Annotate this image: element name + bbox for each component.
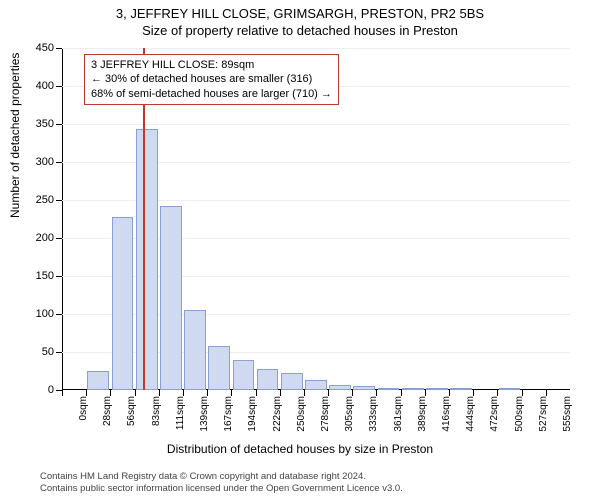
x-tick-label: 0sqm xyxy=(78,396,89,420)
x-tick xyxy=(159,390,160,396)
histogram-bar xyxy=(402,388,424,390)
x-axis-label: Distribution of detached houses by size … xyxy=(0,442,600,456)
y-tick-label: 100 xyxy=(36,308,62,320)
x-tick-label: 389sqm xyxy=(417,396,428,432)
x-tick xyxy=(86,390,87,396)
x-tick xyxy=(183,390,184,396)
x-tick xyxy=(207,390,208,396)
y-tick-label: 50 xyxy=(42,346,62,358)
x-tick xyxy=(280,390,281,396)
x-tick-label: 333sqm xyxy=(368,396,379,432)
x-tick xyxy=(425,390,426,396)
chart-subtitle: Size of property relative to detached ho… xyxy=(0,21,600,38)
x-tick xyxy=(256,390,257,396)
histogram-bar xyxy=(499,388,521,390)
histogram-bar xyxy=(450,388,472,390)
x-tick-label: 305sqm xyxy=(344,396,355,432)
x-tick-label: 250sqm xyxy=(296,396,307,432)
y-tick-label: 400 xyxy=(36,80,62,92)
histogram-bar xyxy=(329,385,351,390)
histogram-bar xyxy=(136,129,158,390)
y-tick-label: 200 xyxy=(36,232,62,244)
y-axis-line xyxy=(62,48,63,390)
histogram-bar xyxy=(281,373,303,390)
x-tick xyxy=(352,390,353,396)
x-tick-label: 278sqm xyxy=(320,396,331,432)
plot-area: 0501001502002503003504004500sqm28sqm56sq… xyxy=(62,48,570,390)
page-title: 3, JEFFREY HILL CLOSE, GRIMSARGH, PRESTO… xyxy=(0,0,600,21)
histogram-bar xyxy=(305,380,327,390)
annotation-box: 3 JEFFREY HILL CLOSE: 89sqm ← 30% of det… xyxy=(84,54,339,105)
x-tick xyxy=(376,390,377,396)
y-tick-label: 150 xyxy=(36,270,62,282)
x-tick xyxy=(449,390,450,396)
annotation-line-3: 68% of semi-detached houses are larger (… xyxy=(91,87,332,101)
y-tick-label: 250 xyxy=(36,194,62,206)
x-tick xyxy=(546,390,547,396)
y-tick-label: 0 xyxy=(48,384,62,396)
histogram-bar xyxy=(184,310,206,390)
x-tick xyxy=(231,390,232,396)
x-tick xyxy=(110,390,111,396)
x-tick-label: 472sqm xyxy=(489,396,500,432)
y-tick-label: 350 xyxy=(36,118,62,130)
histogram-bar xyxy=(257,369,279,390)
chart-container: 3, JEFFREY HILL CLOSE, GRIMSARGH, PRESTO… xyxy=(0,0,600,500)
x-tick-label: 56sqm xyxy=(126,396,137,426)
x-tick-label: 416sqm xyxy=(441,396,452,432)
x-tick-label: 28sqm xyxy=(102,396,113,426)
histogram-bar xyxy=(112,217,134,390)
x-tick-label: 194sqm xyxy=(247,396,258,432)
histogram-bar xyxy=(353,386,375,390)
gridline xyxy=(62,124,570,125)
histogram-bar xyxy=(160,206,182,390)
x-tick xyxy=(522,390,523,396)
histogram-bar xyxy=(87,371,109,390)
x-tick-label: 444sqm xyxy=(465,396,476,432)
histogram-bar xyxy=(378,388,400,390)
x-tick xyxy=(401,390,402,396)
x-tick-label: 222sqm xyxy=(272,396,283,432)
x-tick xyxy=(304,390,305,396)
x-tick-label: 83sqm xyxy=(151,396,162,426)
annotation-line-2: ← 30% of detached houses are smaller (31… xyxy=(91,72,332,86)
x-tick-label: 500sqm xyxy=(514,396,525,432)
x-tick xyxy=(328,390,329,396)
x-tick-label: 361sqm xyxy=(393,396,404,432)
y-tick-label: 300 xyxy=(36,156,62,168)
x-tick-label: 111sqm xyxy=(175,396,186,430)
x-tick-label: 555sqm xyxy=(562,396,573,432)
gridline xyxy=(62,48,570,49)
y-axis-label: Number of detached properties xyxy=(8,53,22,218)
x-tick xyxy=(135,390,136,396)
x-tick-label: 167sqm xyxy=(223,396,234,432)
x-tick xyxy=(62,390,63,396)
y-tick-label: 450 xyxy=(36,42,62,54)
histogram-bar xyxy=(233,360,255,390)
annotation-line-1: 3 JEFFREY HILL CLOSE: 89sqm xyxy=(91,58,332,72)
attribution-text: Contains HM Land Registry data © Crown c… xyxy=(40,471,403,494)
x-tick xyxy=(473,390,474,396)
histogram-bar xyxy=(208,346,230,390)
x-tick xyxy=(497,390,498,396)
x-tick-label: 527sqm xyxy=(538,396,549,432)
x-tick-label: 139sqm xyxy=(199,396,210,432)
histogram-bar xyxy=(426,388,448,390)
